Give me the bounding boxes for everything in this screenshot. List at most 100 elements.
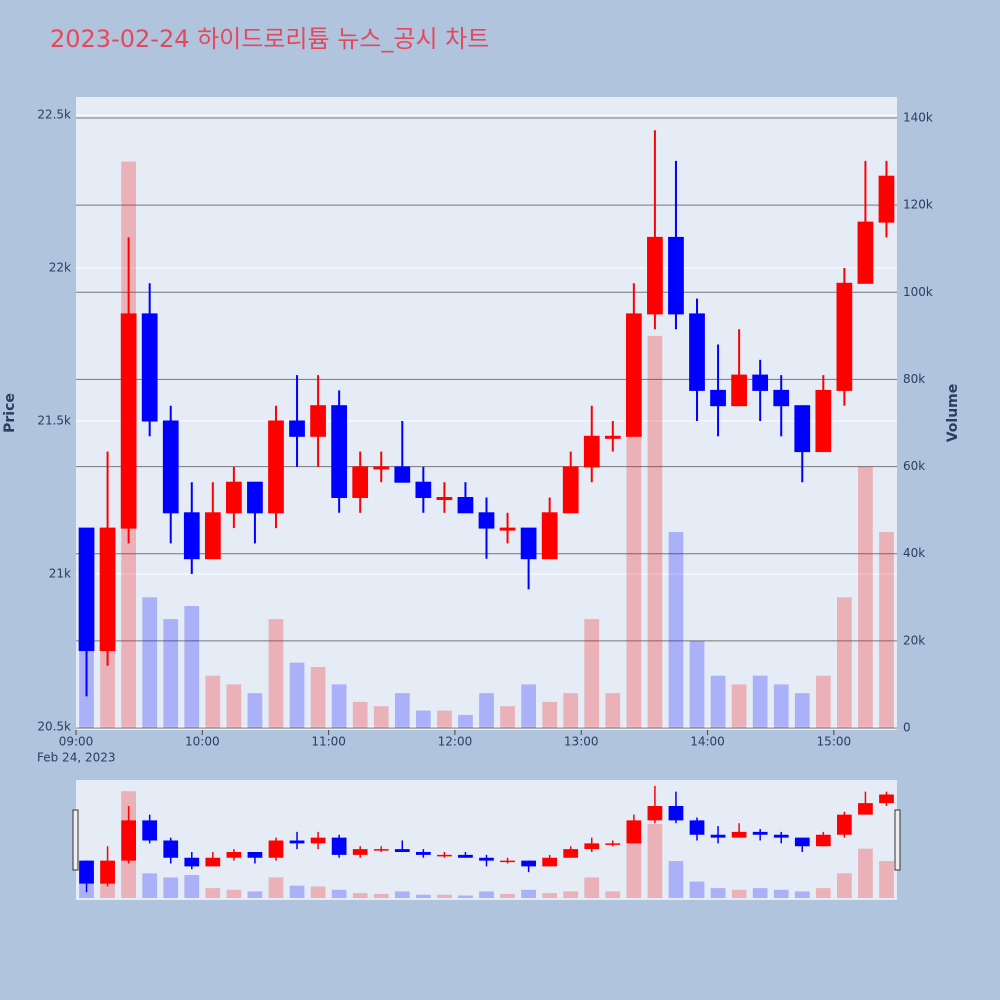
volume-bar-mini xyxy=(563,891,579,898)
candle-body xyxy=(878,175,895,223)
candle-body-mini xyxy=(668,806,684,821)
chart-title: 2023-02-24 하이드로리튬 뉴스_공시 차트 xyxy=(50,25,489,53)
volume-bar xyxy=(479,693,494,728)
candle-body xyxy=(120,313,137,529)
candle-body-mini xyxy=(731,831,747,838)
volume-bar-mini xyxy=(584,877,600,898)
candle-body-mini xyxy=(100,860,115,884)
candle-body xyxy=(541,512,558,560)
candle-body-mini xyxy=(689,820,705,835)
volume-bar-mini xyxy=(247,891,263,898)
volume-bar xyxy=(226,684,242,728)
candle-body xyxy=(289,420,305,437)
candle-body-mini xyxy=(773,834,789,838)
y-axis-title: Price xyxy=(2,393,18,433)
volume-bar-mini xyxy=(163,877,179,898)
candle-body-mini xyxy=(205,857,221,867)
candle-body-mini xyxy=(626,820,642,844)
candle-body xyxy=(625,313,642,437)
candle-body-mini xyxy=(521,860,536,867)
candle-body xyxy=(583,435,600,468)
slider-handle[interactable] xyxy=(894,809,901,871)
y-tick-label: 21k xyxy=(49,567,71,581)
volume-bar xyxy=(584,619,600,728)
candle-body xyxy=(394,466,411,483)
volume-bar-mini xyxy=(773,889,789,898)
volume-bar xyxy=(373,706,389,728)
x-tick-label: 09:00 xyxy=(59,735,94,749)
volume-bar-mini xyxy=(184,875,200,898)
volume-bar-mini xyxy=(479,891,494,898)
volume-bar-mini xyxy=(521,889,536,898)
volume-bar-mini xyxy=(415,894,431,898)
candle-body-mini xyxy=(584,843,600,850)
candle-body xyxy=(794,405,811,453)
candle-body-mini xyxy=(415,852,431,855)
y2-tick-label: 20k xyxy=(903,633,925,647)
candle-body-mini xyxy=(121,820,136,861)
volume-bar-mini xyxy=(373,893,389,898)
candle-body xyxy=(457,497,474,514)
volume-bar xyxy=(500,706,515,728)
volume-bar xyxy=(352,701,368,728)
candle-body-mini xyxy=(837,814,852,835)
volume-bar xyxy=(247,693,263,728)
candle-body-mini xyxy=(352,849,368,855)
volume-bar xyxy=(752,675,768,728)
volume-bar-mini xyxy=(142,873,158,898)
y2-tick-label: 120k xyxy=(903,198,933,212)
y-tick-label: 21.5k xyxy=(37,414,71,428)
volume-bar-mini xyxy=(858,848,873,898)
volume-bar xyxy=(731,684,747,728)
candle-body xyxy=(352,466,369,498)
candle-body xyxy=(562,466,579,514)
candle-body xyxy=(478,512,495,529)
candle-body xyxy=(99,527,116,651)
volume-bar xyxy=(268,619,284,728)
y-tick-label: 22.5k xyxy=(37,108,71,122)
volume-bar-mini xyxy=(205,888,221,898)
volume-bar-mini xyxy=(352,893,368,898)
volume-bar-mini xyxy=(731,889,747,898)
candle-body xyxy=(689,313,705,391)
candle-body xyxy=(436,497,453,500)
volume-bar xyxy=(668,531,684,728)
volume-bar xyxy=(521,684,536,728)
y2-tick-label: 80k xyxy=(903,372,925,386)
x-tick-label: 13:00 xyxy=(564,735,599,749)
volume-bar-mini xyxy=(268,877,284,898)
volume-bar xyxy=(794,693,810,728)
candle-body-mini xyxy=(268,840,284,858)
candle-body-mini xyxy=(647,806,663,821)
slider-handle[interactable] xyxy=(72,809,79,871)
volume-bar xyxy=(626,423,642,728)
candle-body xyxy=(836,282,853,391)
y2-tick-label: 140k xyxy=(903,111,933,125)
candle-body-mini xyxy=(605,843,621,845)
candle-body-mini xyxy=(394,849,410,852)
x-tick-label: 15:00 xyxy=(817,735,852,749)
y-tick-label: 22k xyxy=(49,261,71,275)
candle-body xyxy=(310,405,326,437)
volume-bar-mini xyxy=(226,889,242,898)
volume-bar-mini xyxy=(879,861,894,898)
candle-body-mini xyxy=(247,852,263,858)
volume-bar-mini xyxy=(310,886,326,898)
candle-body xyxy=(499,527,516,531)
volume-bar xyxy=(647,335,663,728)
candle-body-mini xyxy=(794,837,810,847)
candle-body-mini xyxy=(79,860,94,884)
volume-bar xyxy=(605,693,621,728)
candle-body-mini xyxy=(752,831,768,835)
candle-body-mini xyxy=(184,857,200,867)
volume-bar-mini xyxy=(794,891,810,898)
y2-tick-label: 40k xyxy=(903,546,925,560)
candle-body xyxy=(162,420,179,514)
candle-body-mini xyxy=(815,834,831,847)
candle-body xyxy=(226,481,242,514)
volume-bar xyxy=(837,597,852,728)
volume-bar xyxy=(289,662,305,728)
volume-bar xyxy=(563,693,579,728)
volume-bar xyxy=(142,597,158,728)
candle-body xyxy=(331,405,348,499)
